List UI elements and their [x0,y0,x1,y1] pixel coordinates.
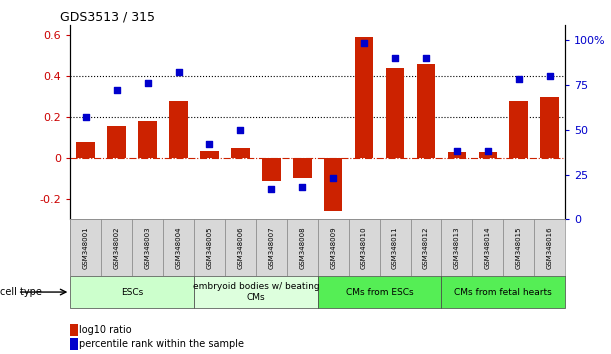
Text: GSM348002: GSM348002 [114,227,120,269]
Bar [472,219,503,276]
Bar [169,101,188,158]
Bar [478,152,497,158]
Point [235,127,245,132]
Text: GSM348011: GSM348011 [392,227,398,269]
Text: GSM348015: GSM348015 [516,227,522,269]
Bar [108,126,126,158]
Text: GSM348010: GSM348010 [361,227,367,269]
Text: CMs from fetal hearts: CMs from fetal hearts [455,287,552,297]
Text: GDS3513 / 315: GDS3513 / 315 [60,11,155,24]
Bar [349,219,379,276]
Bar [101,219,132,276]
Text: embryoid bodies w/ beating
CMs: embryoid bodies w/ beating CMs [192,282,319,302]
Bar [318,219,349,276]
Point [328,175,338,181]
Point [359,40,369,46]
Bar [262,158,280,181]
Text: GSM348014: GSM348014 [485,227,491,269]
Text: GSM348009: GSM348009 [330,227,336,269]
Text: GSM348016: GSM348016 [547,227,553,269]
Bar [132,219,163,276]
Bar [256,219,287,276]
Text: ESCs: ESCs [121,287,143,297]
Text: log10 ratio: log10 ratio [79,325,132,335]
Bar [541,97,559,158]
Bar [194,276,318,308]
Bar [287,219,318,276]
Point [205,141,214,147]
Text: GSM348003: GSM348003 [145,227,150,269]
Text: percentile rank within the sample: percentile rank within the sample [79,339,244,349]
Point [421,55,431,61]
Bar [138,121,157,158]
Point [112,87,122,93]
Point [452,148,462,154]
Text: GSM348005: GSM348005 [207,227,213,269]
Point [298,184,307,190]
Point [174,69,183,75]
Bar [318,276,442,308]
Bar [442,276,565,308]
Bar [534,219,565,276]
Bar [448,152,466,158]
Bar [200,151,219,158]
Point [81,114,90,120]
Bar [510,101,528,158]
Bar [386,68,404,158]
Bar [70,219,101,276]
Text: GSM348004: GSM348004 [175,227,181,269]
Point [514,76,524,82]
Point [483,148,492,154]
Text: GSM348013: GSM348013 [454,227,460,269]
Point [545,73,555,79]
Point [266,186,276,192]
Bar [76,142,95,158]
Bar [355,37,373,158]
Text: cell type: cell type [0,287,42,297]
Text: GSM348012: GSM348012 [423,227,429,269]
Bar [225,219,256,276]
Bar [442,219,472,276]
Bar [293,158,312,178]
Bar [231,148,250,158]
Bar [417,64,435,158]
Text: GSM348008: GSM348008 [299,227,306,269]
Bar [70,276,194,308]
Bar [379,219,411,276]
Point [390,55,400,61]
Text: GSM348007: GSM348007 [268,227,274,269]
Bar [163,219,194,276]
Text: CMs from ESCs: CMs from ESCs [346,287,414,297]
Bar [411,219,442,276]
Bar [503,219,534,276]
Text: GSM348006: GSM348006 [238,227,243,269]
Bar [194,219,225,276]
Point [143,80,153,86]
Bar [324,158,343,211]
Text: GSM348001: GSM348001 [82,227,89,269]
